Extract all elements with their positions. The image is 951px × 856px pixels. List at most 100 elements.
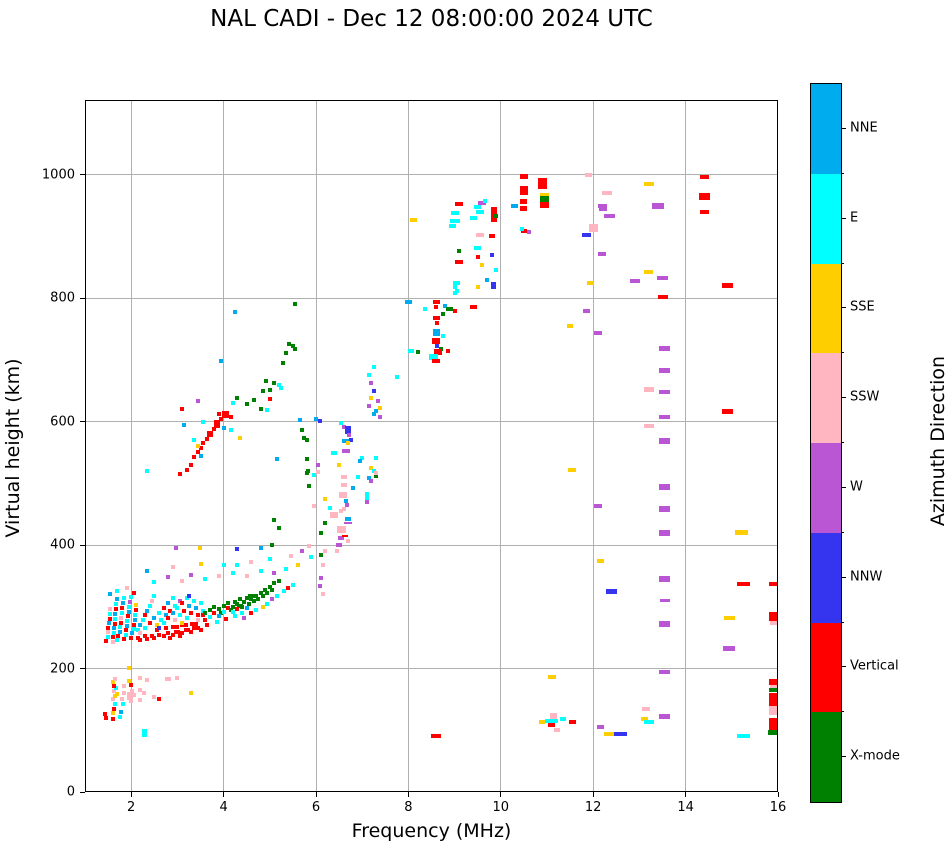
scatter-point (251, 598, 256, 603)
scatter-point (113, 702, 118, 707)
colorbar-segment (811, 84, 841, 174)
scatter-point (260, 604, 265, 609)
x-tick-label: 10 (492, 800, 510, 815)
colorbar-tick-mark (841, 217, 846, 219)
scatter-point (196, 444, 201, 449)
scatter-point (207, 607, 212, 612)
scatter-point (106, 630, 111, 635)
scatter-point (659, 367, 671, 373)
scatter-point (604, 731, 615, 736)
scatter-point (438, 346, 443, 351)
scatter-point (302, 435, 307, 440)
scatter-point (469, 305, 477, 310)
scatter-point (186, 603, 191, 608)
scatter-point (526, 230, 531, 235)
scatter-point (369, 465, 374, 470)
scatter-point (177, 613, 182, 618)
scatter-point (602, 190, 613, 195)
scatter-point (200, 441, 205, 446)
scatter-point (173, 603, 178, 608)
colorbar-boundary-tick (841, 531, 844, 533)
scatter-point (657, 294, 668, 299)
scatter-point (629, 279, 640, 284)
colorbar (810, 83, 842, 803)
scatter-point (189, 622, 198, 627)
scatter-point (318, 552, 323, 557)
scatter-point (568, 720, 576, 725)
scatter-point (474, 246, 482, 251)
scatter-point (476, 209, 484, 214)
scatter-point (186, 593, 191, 598)
scatter-point (367, 373, 372, 378)
scatter-point (258, 407, 263, 412)
scatter-point (314, 417, 318, 422)
scatter-point (170, 596, 175, 601)
plot-area (85, 100, 778, 792)
scatter-point (307, 484, 312, 489)
scatter-point (175, 606, 180, 611)
scatter-point (107, 621, 112, 626)
scatter-point (180, 623, 189, 628)
y-tick-mark (80, 668, 85, 670)
scatter-point (455, 202, 464, 207)
scatter-point (152, 635, 157, 640)
scatter-point (369, 381, 374, 386)
scatter-point (145, 608, 150, 613)
scatter-point (247, 601, 251, 606)
scatter-point (698, 192, 710, 200)
grid-line-vertical (407, 100, 409, 792)
scatter-point (338, 492, 347, 499)
scatter-point (216, 573, 221, 578)
scatter-point (124, 623, 129, 628)
scatter-point (344, 502, 349, 507)
scatter-point (345, 425, 352, 434)
scatter-point (191, 438, 196, 443)
grid-line-horizontal (85, 544, 778, 546)
colorbar-tick-mark (841, 576, 846, 578)
scatter-point (152, 694, 157, 699)
scatter-point (138, 623, 143, 628)
scatter-point (126, 665, 131, 670)
scatter-point (198, 445, 203, 450)
scatter-point (614, 731, 628, 736)
scatter-point (603, 214, 615, 219)
scatter-point (184, 467, 189, 472)
scatter-point (290, 344, 295, 349)
scatter-point (120, 702, 125, 707)
scatter-point (113, 612, 118, 617)
scatter-point (476, 232, 484, 237)
scatter-point (491, 282, 497, 290)
scatter-point (769, 678, 778, 685)
x-tick-label: 14 (677, 800, 694, 815)
colorbar-boundary-tick (841, 621, 844, 623)
scatter-point (103, 715, 108, 720)
scatter-point (540, 196, 550, 203)
scatter-point (198, 453, 203, 458)
scatter-point (452, 309, 457, 314)
scatter-point (768, 688, 778, 693)
scatter-point (346, 538, 351, 543)
scatter-point (145, 677, 150, 682)
scatter-point (197, 545, 202, 550)
scatter-point (350, 485, 355, 490)
scatter-point (141, 728, 147, 737)
scatter-point (212, 604, 217, 609)
scatter-point (283, 351, 288, 356)
scatter-point (441, 311, 446, 316)
scatter-point (659, 438, 671, 445)
scatter-point (721, 408, 733, 414)
scatter-point (244, 606, 249, 611)
scatter-point (323, 548, 328, 553)
scatter-point (174, 629, 181, 634)
scatter-point (108, 611, 113, 616)
scatter-point (596, 559, 604, 564)
x-tick-label: 8 (404, 800, 413, 815)
scatter-point (432, 315, 440, 320)
scatter-point (145, 469, 150, 473)
scatter-point (293, 346, 298, 351)
scatter-point (643, 719, 654, 724)
scatter-point (568, 467, 577, 472)
scatter-point (216, 607, 221, 612)
scatter-point (253, 607, 258, 612)
scatter-point (182, 608, 187, 613)
